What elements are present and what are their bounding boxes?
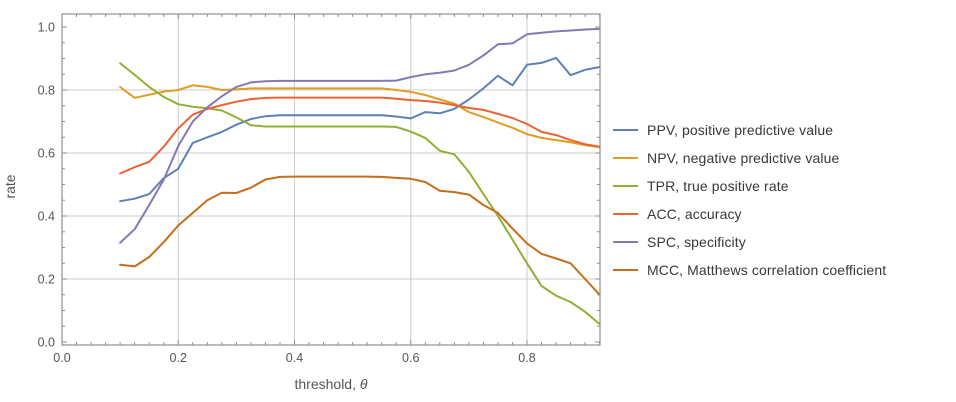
y-tick-label: 0.2 [38,273,55,287]
y-axis-label: rate [2,174,18,198]
y-tick-label: 0.8 [38,84,55,98]
legend-item-label: PPV, positive predictive value [647,122,834,138]
x-tick-label: 0.8 [518,351,535,365]
legend-swatch [613,184,638,188]
legend-item-label: TPR, true positive rate [647,178,789,194]
x-axis-label: threshold, θ [295,376,368,392]
plot-frame [61,13,601,346]
legend-item: SPC, specificity [613,228,886,256]
curve-PPV [119,56,601,203]
curve-ACC [119,96,601,175]
legend-item-label: ACC, accuracy [647,206,742,222]
y-tick-label: 0.4 [38,210,55,224]
legend-item: PPV, positive predictive value [613,116,886,144]
x-tick-label: 0.2 [170,351,187,365]
y-tick-label: 0.6 [38,147,55,161]
curve-SPC [119,27,601,244]
legend-item: ACC, accuracy [613,200,886,228]
x-tick-label: 0.4 [286,351,303,365]
x-tick-label: 0.6 [402,351,419,365]
legend-item-label: MCC, Matthews correlation coefficient [647,262,887,278]
legend-item: TPR, true positive rate [613,172,886,200]
legend-swatch [613,156,638,160]
curve-MCC [119,175,601,296]
x-tick-label: 0.0 [53,351,70,365]
y-tick-label: 1.0 [38,21,55,35]
legend-item: MCC, Matthews correlation coefficient [613,256,886,284]
curve-TPR [119,62,601,326]
legend-item-label: SPC, specificity [647,234,746,250]
legend-swatch [613,128,638,132]
legend-item-label: NPV, negative predictive value [647,150,840,166]
curve-NPV [119,84,601,149]
legend-item: NPV, negative predictive value [613,144,886,172]
legend-swatch [613,212,638,216]
legend-swatch [613,268,638,272]
y-tick-label: 0.0 [38,336,55,350]
legend: PPV, positive predictive value NPV, nega… [613,116,886,284]
legend-swatch [613,240,638,244]
